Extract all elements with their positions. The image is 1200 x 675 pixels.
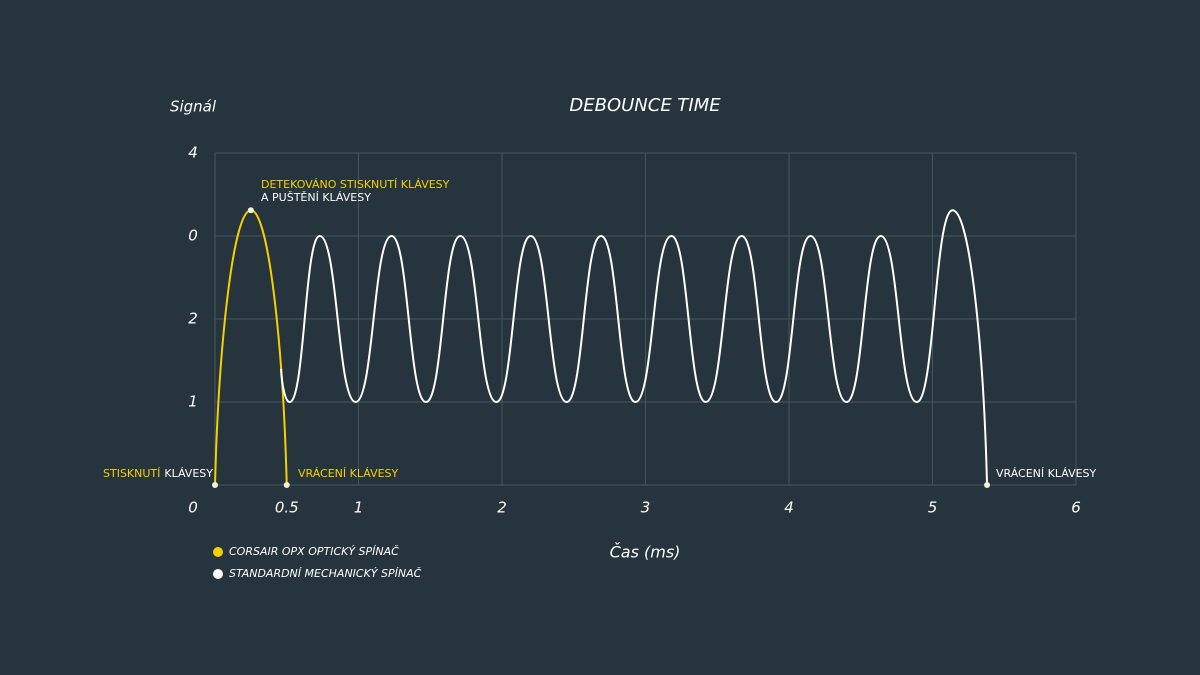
- y-tick-label: 1: [188, 393, 198, 411]
- legend-swatch: [213, 569, 223, 579]
- chart-title: DEBOUNCE TIME: [569, 95, 721, 116]
- series-line: [280, 209, 989, 486]
- y-tick-label: 2: [188, 310, 198, 328]
- annotation: A PUŠTĚNÍ KLÁVESY: [261, 191, 371, 204]
- point: [212, 482, 218, 488]
- x-tick-label: 5: [928, 499, 938, 517]
- x-tick-label: 1: [354, 499, 364, 517]
- legend-label: STANDARDNÍ MECHANICKÝ SPÍNAČ: [229, 567, 422, 580]
- x-tick-label: 0.5: [275, 499, 299, 517]
- legend-swatch: [213, 547, 223, 557]
- y-tick-label: 0: [188, 227, 198, 245]
- legend-label: CORSAIR OPX OPTICKÝ SPÍNAČ: [229, 545, 399, 558]
- point: [283, 482, 290, 488]
- annotation: DETEKOVÁNO STISKNUTÍ KLÁVESY: [261, 178, 450, 191]
- x-tick-label: 3: [641, 499, 651, 517]
- point: [247, 207, 254, 214]
- x-tick-label: 4: [784, 499, 794, 517]
- y-tick-label: 4: [188, 144, 198, 162]
- annotation-part: STISKNUTÍ: [103, 467, 160, 480]
- point: [984, 482, 991, 488]
- y-axis-label: Signál: [170, 98, 217, 116]
- x-tick-label: 0: [188, 499, 198, 517]
- x-tick-label: 2: [497, 499, 507, 517]
- annotation-part: KLÁVESY: [164, 467, 213, 480]
- x-tick-label: 6: [1071, 499, 1081, 517]
- x-axis-label: Čas (ms): [610, 543, 681, 562]
- annotation: VRÁCENÍ KLÁVESY: [298, 467, 399, 480]
- annotation: STISKNUTÍ KLÁVESY: [103, 467, 213, 480]
- annotation: VRÁCENÍ KLÁVESY: [996, 467, 1097, 480]
